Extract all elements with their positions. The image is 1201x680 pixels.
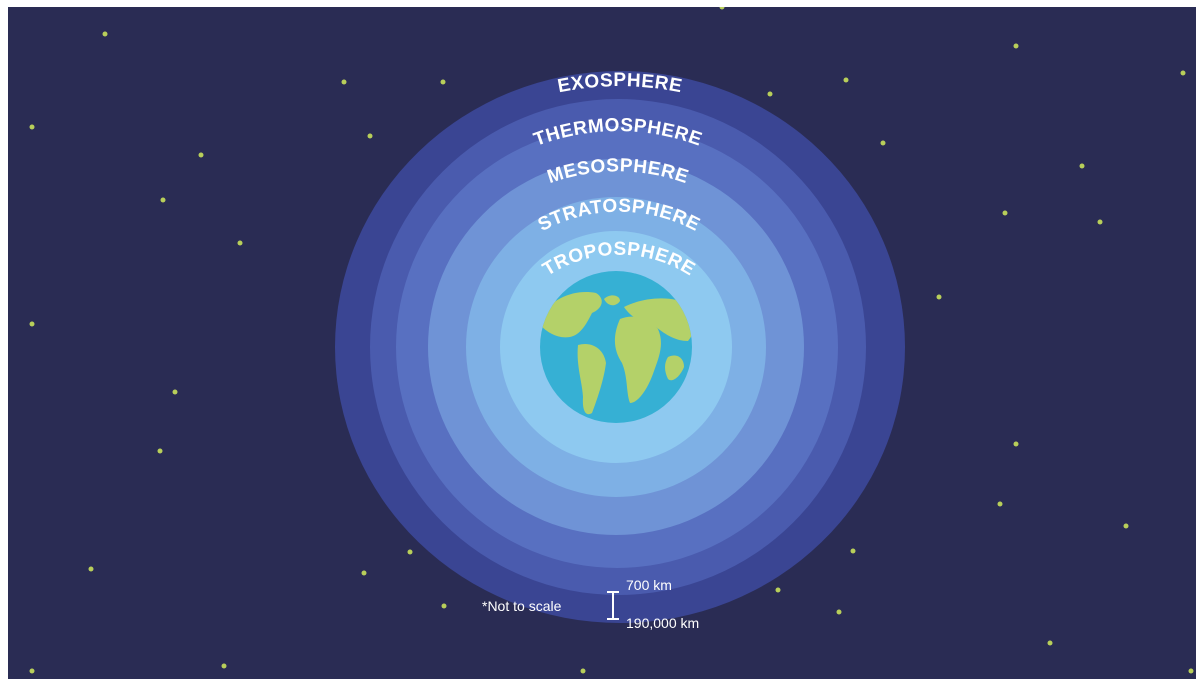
star-dot bbox=[775, 587, 781, 593]
scale-bottom-label: 190,000 km bbox=[626, 615, 700, 631]
star-dot bbox=[836, 609, 842, 615]
star-dot bbox=[1180, 70, 1186, 76]
star-dot bbox=[102, 31, 108, 37]
not-to-scale-note: *Not to scale bbox=[482, 598, 562, 614]
star-dot bbox=[1079, 163, 1085, 169]
star-dot bbox=[843, 77, 849, 83]
star-dot bbox=[160, 197, 166, 203]
star-dot bbox=[936, 294, 942, 300]
star-dot bbox=[88, 566, 94, 572]
star-dot bbox=[1013, 43, 1019, 49]
star-dot bbox=[172, 389, 178, 395]
star-dot bbox=[1188, 668, 1194, 674]
star-dot bbox=[1047, 640, 1053, 646]
star-dot bbox=[1097, 219, 1103, 225]
diagram-canvas: EXOSPHERE THERMOSPHERE MESOSPHERE STRATO… bbox=[29, 7, 1194, 674]
star-dot bbox=[237, 240, 243, 246]
scale-top-label: 700 km bbox=[626, 577, 672, 593]
atmosphere-diagram: EXOSPHERE THERMOSPHERE MESOSPHERE STRATO… bbox=[8, 7, 1196, 679]
scale-bar-icon bbox=[607, 591, 619, 620]
star-dot bbox=[341, 79, 347, 85]
star-dot bbox=[1002, 210, 1008, 216]
star-dot bbox=[1013, 441, 1019, 447]
star-dot bbox=[850, 548, 856, 554]
star-dot bbox=[767, 91, 773, 97]
star-dot bbox=[1123, 523, 1129, 529]
star-dot bbox=[440, 79, 446, 85]
star-dot bbox=[221, 663, 227, 669]
star-dot bbox=[719, 7, 725, 10]
star-dot bbox=[580, 668, 586, 674]
star-field bbox=[29, 7, 1194, 674]
star-dot bbox=[29, 321, 35, 327]
star-dot bbox=[407, 549, 413, 555]
star-dot bbox=[157, 448, 163, 454]
star-dot bbox=[880, 140, 886, 146]
star-dot bbox=[441, 603, 447, 609]
star-dot bbox=[29, 124, 35, 130]
star-dot bbox=[198, 152, 204, 158]
star-dot bbox=[29, 668, 35, 674]
earth-globe bbox=[540, 271, 692, 423]
star-dot bbox=[997, 501, 1003, 507]
star-dot bbox=[361, 570, 367, 576]
star-dot bbox=[367, 133, 373, 139]
